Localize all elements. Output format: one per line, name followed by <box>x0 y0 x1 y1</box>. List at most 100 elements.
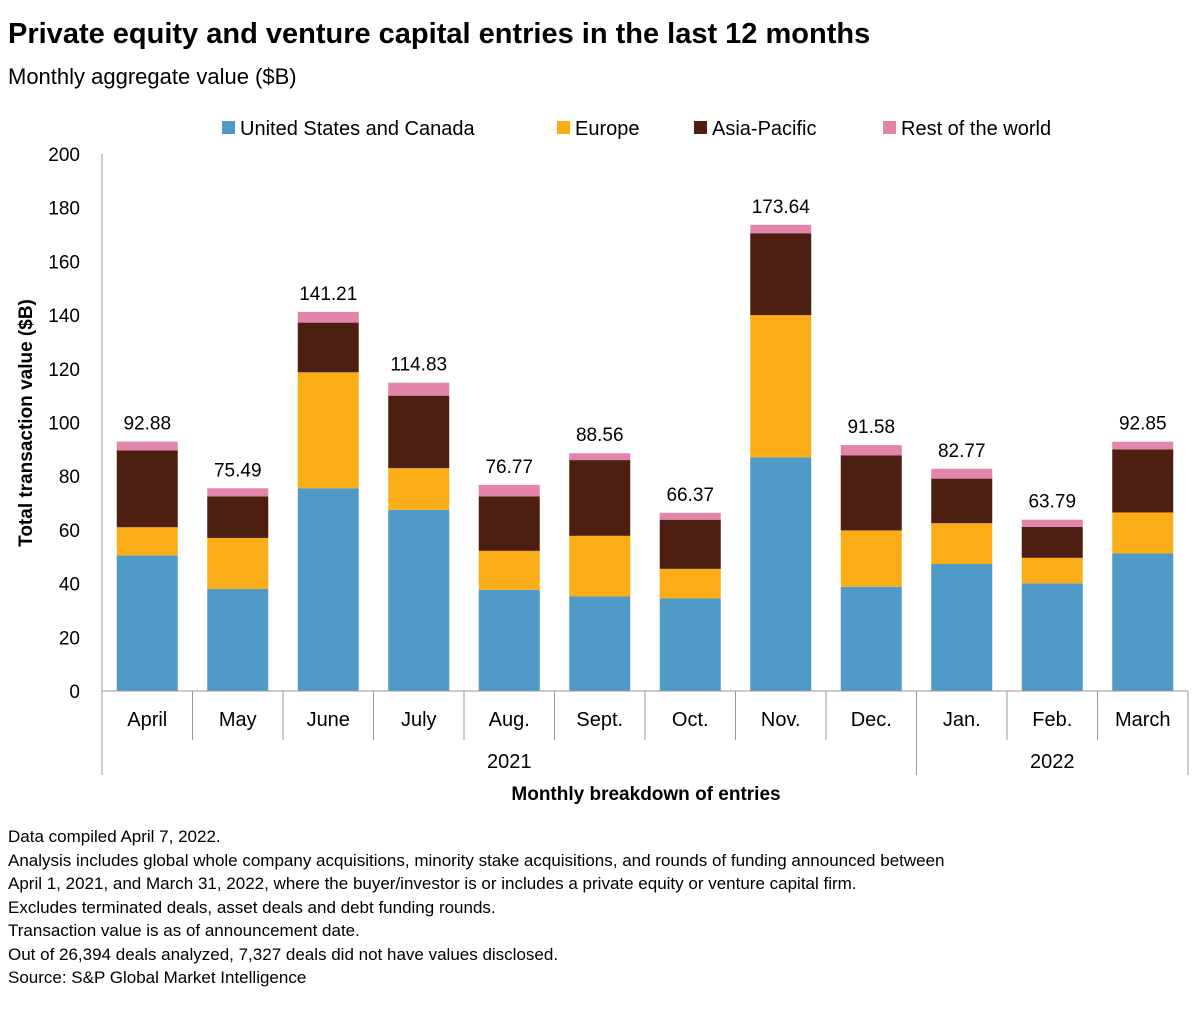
x-category-label: Feb. <box>1032 709 1072 731</box>
bar-segment-asia_pacific <box>297 322 359 373</box>
x-category-label: Sept. <box>576 709 623 731</box>
bar-segment-rest_of_world <box>388 382 450 396</box>
total-data-label: 141.21 <box>299 284 357 305</box>
total-data-label: 92.88 <box>123 414 171 435</box>
bar-segment-europe <box>388 468 450 510</box>
legend-swatch-us_canada <box>222 121 235 134</box>
bar-segment-rest_of_world <box>750 224 812 234</box>
bar-segment-us_canada <box>388 509 450 691</box>
bar-segment-europe <box>659 568 721 599</box>
bar-segment-us_canada <box>569 596 631 691</box>
bar-segment-us_canada <box>750 457 812 691</box>
legend-swatch-rest_of_world <box>883 121 896 134</box>
bar-segment-asia_pacific <box>840 455 902 531</box>
total-data-label: 75.49 <box>214 460 262 481</box>
total-data-label: 76.77 <box>485 457 533 478</box>
total-data-label: 114.83 <box>390 355 447 376</box>
bar-segment-europe <box>750 315 812 458</box>
y-tick-label: 100 <box>48 414 80 435</box>
bar-segment-asia_pacific <box>931 478 993 524</box>
y-axis-title: Total transaction value ($B) <box>16 299 37 547</box>
x-year-label: 2021 <box>487 751 532 773</box>
bar-segment-asia_pacific <box>569 460 631 536</box>
y-tick-label: 120 <box>48 360 80 381</box>
bar-segment-rest_of_world <box>569 453 631 461</box>
bar-segment-europe <box>840 530 902 587</box>
x-category-label: Dec. <box>851 709 892 731</box>
total-data-label: 91.58 <box>847 417 895 438</box>
bar-segment-rest_of_world <box>478 484 540 497</box>
footnotes: Data compiled April 7, 2022. Analysis in… <box>8 825 945 990</box>
x-axis: April May June July Aug. Sept. Oct. Nov. Dec. Jan… <box>101 690 1189 775</box>
legend-swatch-asia_pacific <box>694 121 707 134</box>
total-data-label: 88.56 <box>576 425 624 446</box>
total-data-label: 66.37 <box>666 485 714 506</box>
y-tick-label: 80 <box>59 467 80 488</box>
footnote: Excludes terminated deals, asset deals a… <box>8 897 496 917</box>
total-data-label: 82.77 <box>938 441 986 462</box>
legend: United States and Canada Europe Asia-Pacif… <box>222 118 1051 140</box>
bar-segment-us_canada <box>1021 583 1083 691</box>
x-category-label: June <box>307 709 350 731</box>
y-tick-label: 200 <box>48 145 80 166</box>
bar-segment-us_canada <box>297 488 359 691</box>
legend-label-us_canada: United States and Canada <box>240 118 475 140</box>
bar-segment-europe <box>207 537 269 589</box>
bar-segment-europe <box>1112 512 1174 554</box>
x-category-label: May <box>219 709 257 731</box>
bar-segment-europe <box>1021 557 1083 584</box>
bar-segment-rest_of_world <box>840 445 902 456</box>
total-data-label: 173.64 <box>752 197 811 218</box>
bar-segment-rest_of_world <box>659 512 721 520</box>
x-year-label: 2022 <box>1030 751 1075 773</box>
x-category-label: Oct. <box>672 709 709 731</box>
y-tick-label: 140 <box>48 306 80 327</box>
y-axis: 0 20 40 60 80 100 120 140 160 180 200 <box>48 145 103 703</box>
y-tick-label: 180 <box>48 199 80 220</box>
x-axis-title: Monthly breakdown of entries <box>511 784 780 805</box>
bar-segment-us_canada <box>931 563 993 691</box>
bar-segment-rest_of_world <box>207 488 269 497</box>
footnote: April 1, 2021, and March 31, 2022, where… <box>8 874 857 893</box>
legend-label-europe: Europe <box>575 118 640 140</box>
bars: 92.88 75.49 141.21 114.83 76.77 88.56 66.37 173… <box>116 197 1174 691</box>
bar-segment-asia_pacific <box>116 450 178 528</box>
bar-segment-us_canada <box>1112 553 1174 691</box>
bar-segment-rest_of_world <box>297 311 359 323</box>
bar-segment-asia_pacific <box>1112 449 1174 513</box>
footnote: Analysis includes global whole company a… <box>8 850 945 870</box>
bar-segment-rest_of_world <box>931 468 993 479</box>
bar-segment-asia_pacific <box>659 519 721 569</box>
bar-segment-asia_pacific <box>750 233 812 316</box>
y-tick-label: 20 <box>59 628 80 649</box>
y-tick-label: 60 <box>59 521 80 542</box>
x-category-label: Jan. <box>943 709 981 731</box>
chart-subtitle: Monthly aggregate value ($B) <box>8 64 297 89</box>
footnote: Source: S&P Global Market Intelligence <box>8 968 307 987</box>
bar-segment-europe <box>569 535 631 597</box>
bar-segment-europe <box>297 372 359 489</box>
bar-segment-rest_of_world <box>1021 519 1083 527</box>
x-category-label: March <box>1115 709 1171 731</box>
stacked-bar-chart: United States and Canada Europe Asia-Pacif… <box>16 118 1189 805</box>
bar-segment-asia_pacific <box>388 395 450 469</box>
footnote: Out of 26,394 deals analyzed, 7,327 deal… <box>8 944 559 964</box>
legend-label-rest_of_world: Rest of the world <box>901 118 1051 140</box>
x-category-label: July <box>401 709 437 731</box>
bar-segment-us_canada <box>840 586 902 691</box>
bar-segment-us_canada <box>659 598 721 691</box>
bar-segment-us_canada <box>478 589 540 691</box>
chart-title: Private equity and venture capital entri… <box>8 18 871 50</box>
y-tick-label: 160 <box>48 252 80 273</box>
bar-segment-asia_pacific <box>478 496 540 551</box>
bar-segment-us_canada <box>116 555 178 691</box>
bar-segment-asia_pacific <box>207 496 269 538</box>
footnote: Data compiled April 7, 2022. <box>8 827 221 846</box>
bar-segment-europe <box>478 550 540 590</box>
bar-segment-us_canada <box>207 588 269 691</box>
y-tick-label: 0 <box>69 682 80 703</box>
legend-swatch-europe <box>557 121 570 134</box>
footnote: Transaction value is as of announcement … <box>8 921 360 940</box>
bar-segment-asia_pacific <box>1021 526 1083 558</box>
legend-label-asia_pacific: Asia-Pacific <box>712 118 816 140</box>
